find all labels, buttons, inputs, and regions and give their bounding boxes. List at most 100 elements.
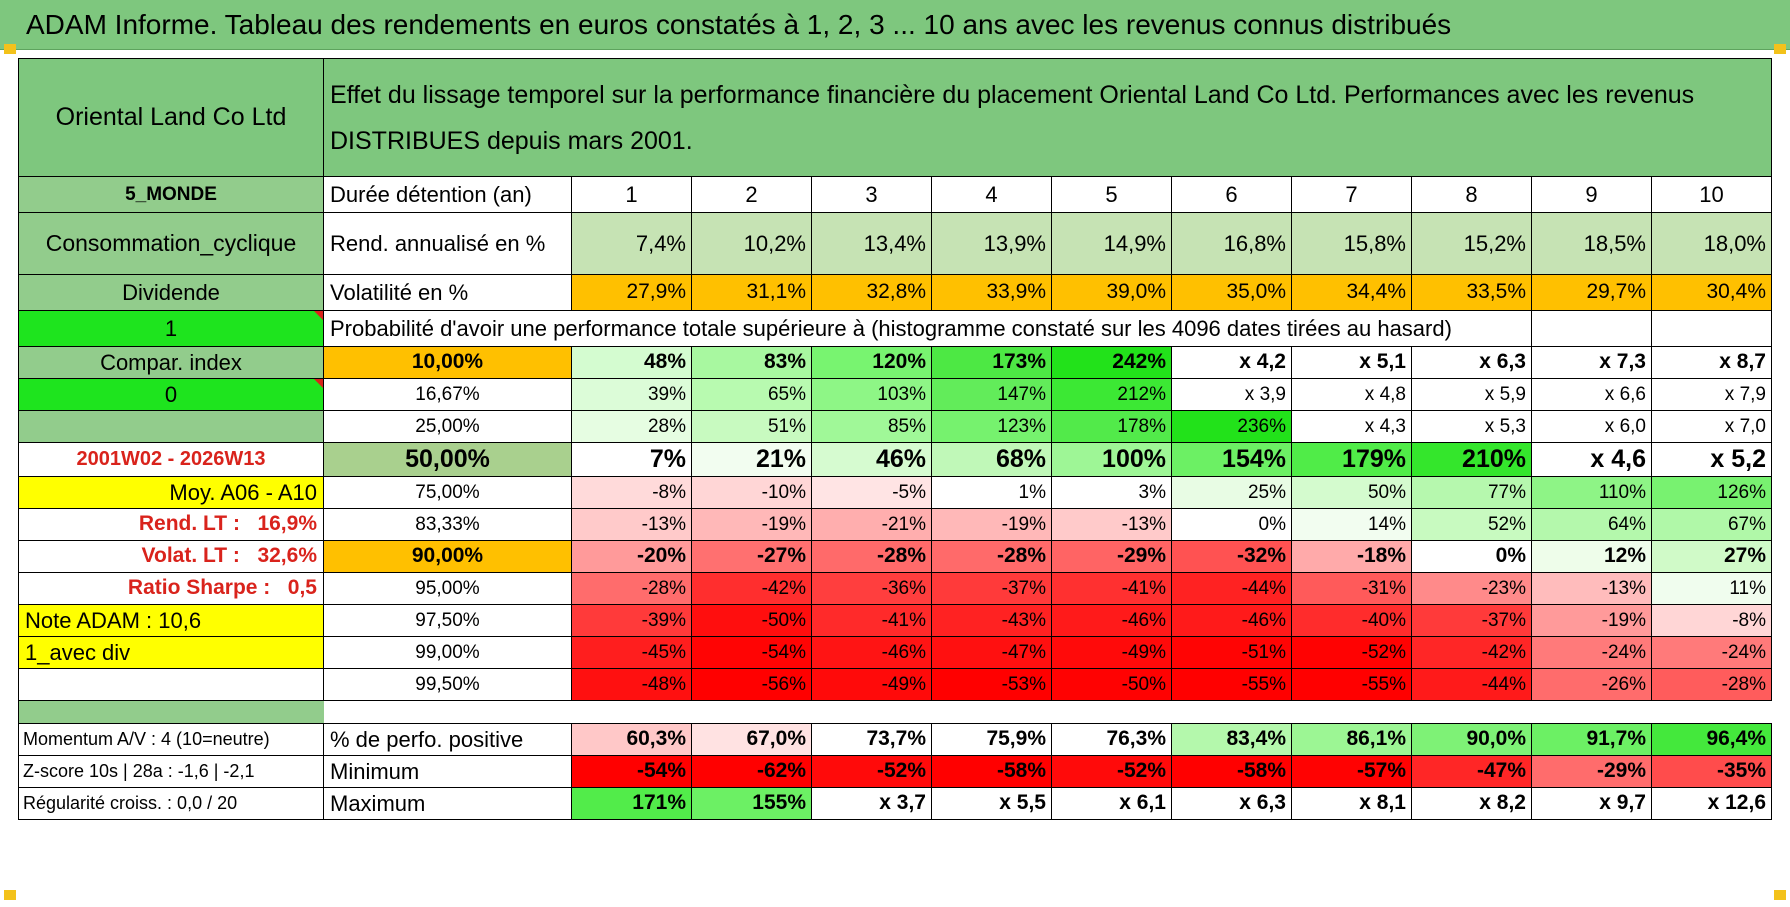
perf-positive-value: 73,7%	[811, 723, 932, 756]
vol-value: 33,9%	[931, 274, 1052, 311]
percentile-value: -13%	[1531, 572, 1652, 605]
input-cell-0[interactable]: 0	[18, 378, 324, 411]
percentile-value: -56%	[691, 668, 812, 701]
rend-lt-label: Rend. LT :	[138, 512, 240, 536]
zscore-label: Z-score 10s | 28a : -1,6 | -2,1	[18, 755, 324, 788]
percentile-value: 242%	[1051, 346, 1172, 379]
percentile-value: 85%	[811, 410, 932, 443]
momentum-label: Momentum A/V : 4 (10=neutre)	[18, 723, 324, 756]
region-label: 5_MONDE	[18, 176, 324, 213]
sharpe-value: 0,5	[287, 576, 317, 600]
sector-label: Consommation_cyclique	[18, 212, 324, 275]
company-name: Oriental Land Co Ltd	[18, 58, 324, 177]
percentile-value: 3%	[1051, 476, 1172, 509]
percentile-value: 7%	[571, 442, 692, 477]
percentile-value: -42%	[1411, 636, 1532, 669]
percentile-value: -37%	[1411, 604, 1532, 637]
percentile-value: 1%	[931, 476, 1052, 509]
input-cell-1-value: 1	[164, 315, 178, 341]
separator-green	[18, 700, 324, 724]
percentile-value: -28%	[571, 572, 692, 605]
percentile-value: -28%	[1651, 668, 1772, 701]
left-label-cell: Moy. A06 - A10	[18, 476, 324, 509]
avec-div-label: 1_avec div	[25, 639, 131, 665]
percentile-value: 48%	[571, 346, 692, 379]
year-header: 1	[571, 176, 692, 213]
percentile-value: -21%	[811, 508, 932, 541]
percentile-value: 52%	[1411, 508, 1532, 541]
percentile-value: -36%	[811, 572, 932, 605]
maximum-value: x 6,1	[1051, 787, 1172, 820]
description: Effet du lissage temporel sur la perform…	[323, 58, 1772, 177]
percentile-value: -46%	[1051, 604, 1172, 637]
year-header: 5	[1051, 176, 1172, 213]
vol-value: 32,8%	[811, 274, 932, 311]
vol-value: 34,4%	[1291, 274, 1412, 311]
vol-value: 35,0%	[1171, 274, 1292, 311]
minimum-value: -58%	[1171, 755, 1292, 788]
comment-indicator	[314, 379, 323, 388]
maximum-value: x 3,7	[811, 787, 932, 820]
type-label: Dividende	[18, 274, 324, 311]
maximum-value: 155%	[691, 787, 812, 820]
percentile-value: -28%	[811, 540, 932, 573]
percentile-value: -40%	[1291, 604, 1412, 637]
vol-label: Volatilité en %	[323, 274, 572, 311]
percentile-value: -32%	[1171, 540, 1292, 573]
year-header: 10	[1651, 176, 1772, 213]
year-header: 8	[1411, 176, 1532, 213]
vol-value: 29,7%	[1531, 274, 1652, 311]
percentile-value: -28%	[931, 540, 1052, 573]
percentile-value: x 4,6	[1531, 442, 1652, 477]
percentile-value: -24%	[1531, 636, 1652, 669]
percentile-value: 64%	[1531, 508, 1652, 541]
percentile-value: 25%	[1171, 476, 1292, 509]
percentile-value: 83%	[691, 346, 812, 379]
percentile-value: 67%	[1651, 508, 1772, 541]
maximum-label: Maximum	[323, 787, 572, 820]
percentile-value: -29%	[1051, 540, 1172, 573]
percentile-value: 179%	[1291, 442, 1412, 477]
percentile-value: -44%	[1411, 668, 1532, 701]
minimum-value: -29%	[1531, 755, 1652, 788]
percentile-value: -50%	[691, 604, 812, 637]
percentile-value: -8%	[571, 476, 692, 509]
percentile-value: -5%	[811, 476, 932, 509]
year-header: 4	[931, 176, 1052, 213]
left-label-cell	[18, 668, 324, 701]
description-line-1: Effet du lissage temporel sur la perform…	[330, 80, 1695, 109]
minimum-value: -54%	[571, 755, 692, 788]
percentile-value: 51%	[691, 410, 812, 443]
percentile-value: 210%	[1411, 442, 1532, 477]
frame-corner-bottom-left	[4, 890, 16, 900]
percentile-value: -49%	[1051, 636, 1172, 669]
percentile-value: 120%	[811, 346, 932, 379]
percentile-value: -41%	[1051, 572, 1172, 605]
percentile-value: 147%	[931, 378, 1052, 411]
rend-value: 15,8%	[1291, 212, 1412, 275]
year-header: 9	[1531, 176, 1652, 213]
percentile-value: x 6,6	[1531, 378, 1652, 411]
percentile-value: x 3,9	[1171, 378, 1292, 411]
maximum-value: x 8,1	[1291, 787, 1412, 820]
separator-blank	[324, 701, 1772, 724]
percentile-value: -43%	[931, 604, 1052, 637]
percentile-value: x 6,3	[1411, 346, 1532, 379]
perf-positive-value: 86,1%	[1291, 723, 1412, 756]
percentile-value: 46%	[811, 442, 932, 477]
percentile-value: 39%	[571, 378, 692, 411]
left-label-cell: Ratio Sharpe : 0,5	[18, 572, 324, 605]
vol-value: 39,0%	[1051, 274, 1172, 311]
minimum-value: -52%	[811, 755, 932, 788]
percentile-value: 65%	[691, 378, 812, 411]
rend-value: 15,2%	[1411, 212, 1532, 275]
maximum-value: 171%	[571, 787, 692, 820]
left-label-cell: 2001W02 - 2026W13	[18, 442, 324, 477]
input-cell-1[interactable]: 1	[18, 310, 324, 347]
maximum-value: x 6,3	[1171, 787, 1292, 820]
percentile-value: 68%	[931, 442, 1052, 477]
percentile-value: -52%	[1291, 636, 1412, 669]
percentile-value: 77%	[1411, 476, 1532, 509]
perf-positive-value: 96,4%	[1651, 723, 1772, 756]
minimum-value: -58%	[931, 755, 1052, 788]
